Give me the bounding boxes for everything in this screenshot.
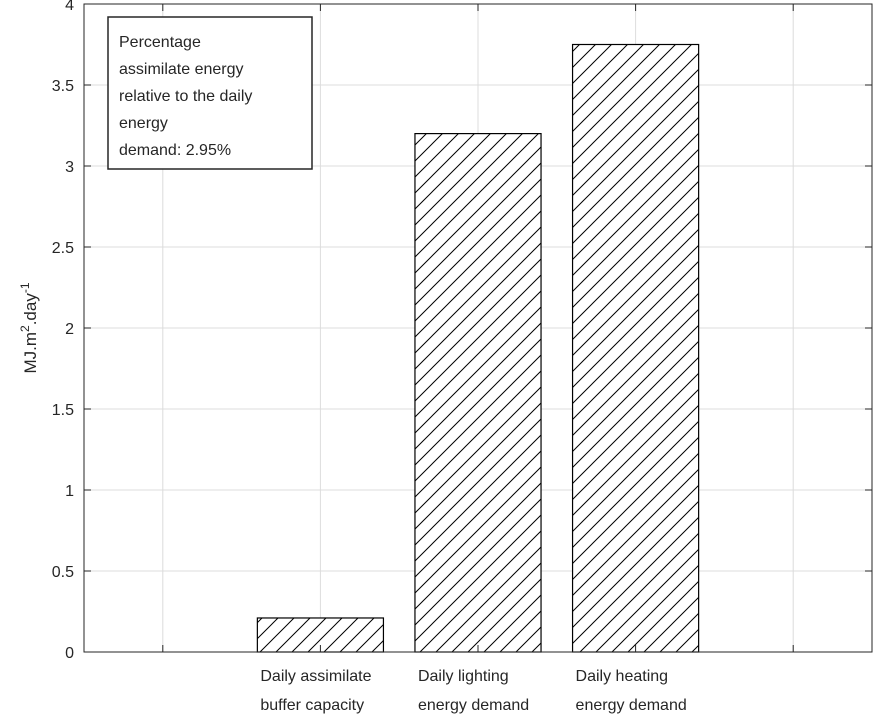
y-tick-label: 3 xyxy=(65,159,74,176)
y-axis-label-sup: 2 xyxy=(18,325,32,332)
x-tick-label: buffer capacity xyxy=(260,697,364,714)
x-tick-label: energy demand xyxy=(576,697,687,714)
x-tick-label: Daily lighting xyxy=(418,668,509,685)
annotation-line: assimilate energy xyxy=(119,61,244,78)
y-axis-label: MJ.m2.day-1 xyxy=(18,282,40,373)
bars xyxy=(256,43,700,653)
bar xyxy=(414,133,542,653)
y-axis-label-part: .day xyxy=(21,293,40,326)
y-axis-label-part: MJ.m xyxy=(21,332,40,374)
y-tick-label: 1.5 xyxy=(52,402,74,419)
y-axis-label-sup: -1 xyxy=(18,282,32,293)
x-tick-label: Daily assimilate xyxy=(260,668,371,685)
y-tick-label: 4 xyxy=(65,0,74,14)
annotation-line: relative to the daily xyxy=(119,88,252,105)
annotation-box: Percentage assimilate energy relative to… xyxy=(107,16,313,170)
bar xyxy=(571,43,700,653)
y-tick-label: 1 xyxy=(65,483,74,500)
x-tick-label: energy demand xyxy=(418,697,529,714)
x-axis-labels: Daily assimilate buffer capacity Daily lig… xyxy=(260,668,686,714)
y-tick-label: 0.5 xyxy=(52,564,74,581)
annotation-frame xyxy=(107,16,313,170)
annotation-line: energy xyxy=(119,115,168,132)
annotation-line: demand: 2.95% xyxy=(119,142,231,159)
y-tick-label: 2 xyxy=(65,321,74,338)
x-tick-label: Daily heating xyxy=(576,668,669,685)
y-tick-label: 2.5 xyxy=(52,240,74,257)
y-tick-label: 0 xyxy=(65,645,74,662)
y-axis-ticks: 0 0.5 1 1.5 2 2.5 3 3.5 4 xyxy=(52,0,872,662)
annotation-line: Percentage xyxy=(119,34,201,51)
y-tick-label: 3.5 xyxy=(52,78,74,95)
